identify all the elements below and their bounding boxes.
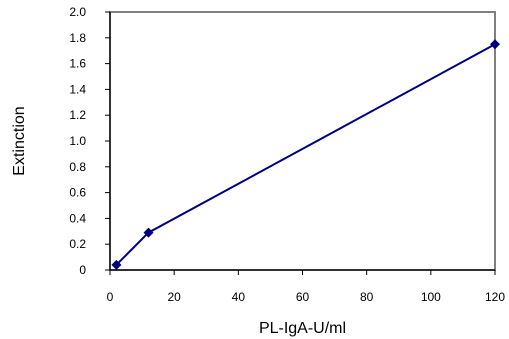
x-tick-label: 60 [296,290,310,304]
y-tick-label: 1.8 [69,31,86,45]
y-axis-title: Extinction [11,106,28,175]
data-point-marker [143,227,154,238]
x-tick-label: 120 [485,290,505,304]
data-point-marker [111,259,122,270]
y-tick-label: 0 [79,263,86,277]
y-tick-label: 1.2 [69,108,86,122]
plot-frame [109,11,496,271]
y-tick-label: 0.6 [69,186,86,200]
x-tick-label: 100 [421,290,441,304]
y-tick-label: 2.0 [69,5,86,19]
y-tick-label: 0.2 [69,237,86,251]
data-point-marker [490,39,500,50]
x-tick-label: 40 [232,290,246,304]
x-ticks: 0 20 40 60 80 100 120 [107,270,505,304]
y-tick-label: 1.6 [69,57,86,71]
series-line [115,43,496,266]
x-tick-label: 0 [107,290,114,304]
y-tick-label: 0.4 [69,211,86,225]
series-layer [111,39,500,270]
x-axis-title: PL-IgA-U/ml [259,320,346,337]
y-tick-label: 1.4 [69,82,86,96]
x-tick-label: 20 [167,290,181,304]
x-tick-label: 80 [360,290,374,304]
y-tick-label: 1.0 [69,134,86,148]
y-tick-label: 0.8 [69,160,86,174]
axes [109,12,495,271]
y-ticks: 0 0.2 0.4 0.6 0.8 1.0 1.2 1.4 1.6 1.8 2.0 [69,5,110,277]
